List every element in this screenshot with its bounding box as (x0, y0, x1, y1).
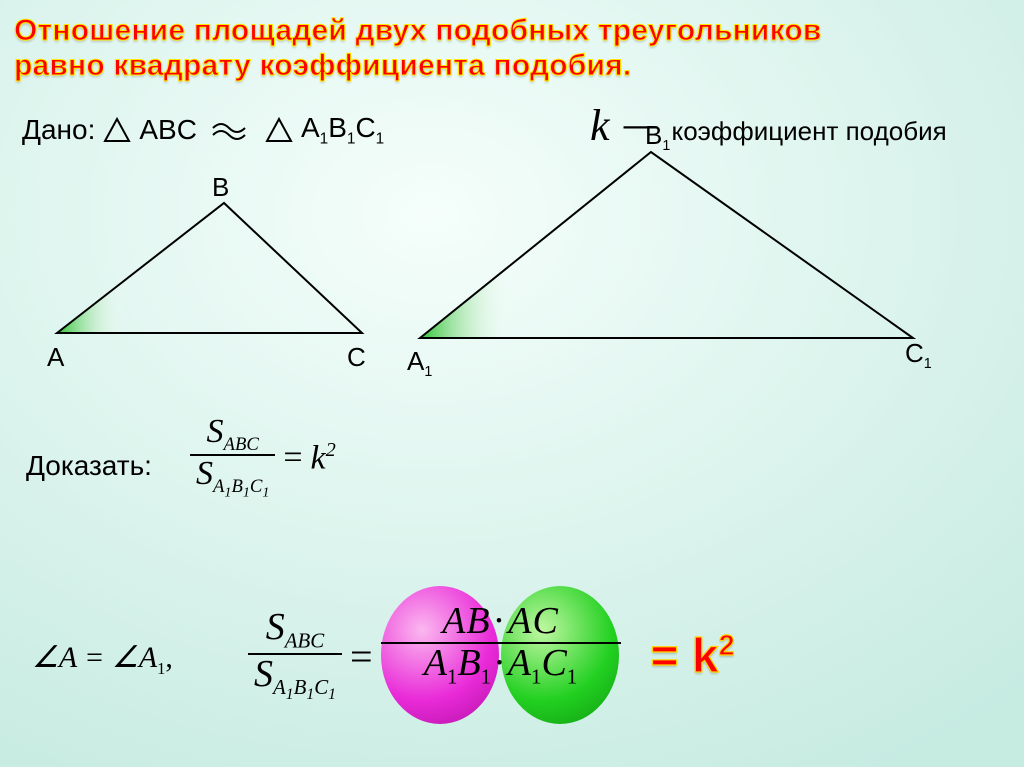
term-AB: AB (442, 600, 490, 642)
vertex-A: A (47, 342, 64, 373)
title-line-2: равно квадрату коэффициента подобия. (14, 49, 994, 84)
angle-equality: ∠A = ∠A1, (32, 640, 173, 679)
given-row: Дано: ABC A1B1C1 (22, 112, 384, 149)
term-A1B1: A1B1 (424, 642, 491, 684)
term-A1C1: A1C1 (508, 642, 577, 684)
main-equation: SABC SA1B1C1 = AB·AC A1B1·A1C1 = k2 (248, 592, 735, 720)
fraction-S: SABC SA1B1C1 (248, 608, 342, 704)
theorem-title: Отношение площадей двух подобных треугол… (14, 14, 994, 83)
given-tri2: A1B1C1 (301, 112, 384, 149)
term-AC: AC (508, 600, 559, 642)
triangle-symbol-1 (103, 115, 131, 145)
k-squared-small: k2 (311, 439, 336, 477)
triangle-symbol-2 (265, 115, 293, 145)
sides-fraction-wrap: AB·AC A1B1·A1C1 (381, 592, 651, 720)
given-tri1: ABC (139, 114, 197, 146)
vertex-A1: A1 (407, 346, 432, 380)
vertex-B1: B1 (645, 120, 670, 154)
similar-symbol (209, 120, 253, 140)
vertex-B: B (212, 172, 229, 203)
equals-k-squared: = k2 (651, 629, 735, 684)
equals-1: = (275, 439, 310, 477)
title-line-1: Отношение площадей двух подобных треугол… (14, 14, 994, 49)
fraction-sides: AB·AC A1B1·A1C1 (381, 602, 621, 688)
fraction-areas: SABC SA1B1C1 (190, 414, 275, 502)
prove-equation: SABC SA1B1C1 = k2 (190, 414, 336, 502)
triangle-small: A B C (32, 190, 372, 370)
vertex-C: C (347, 342, 366, 373)
prove-label: Доказать: (26, 450, 152, 482)
equals-2: = (342, 633, 381, 680)
triangle-large: A1 B1 C1 (395, 140, 955, 380)
given-label: Дано: (22, 114, 95, 146)
vertex-C1: C1 (905, 338, 932, 372)
